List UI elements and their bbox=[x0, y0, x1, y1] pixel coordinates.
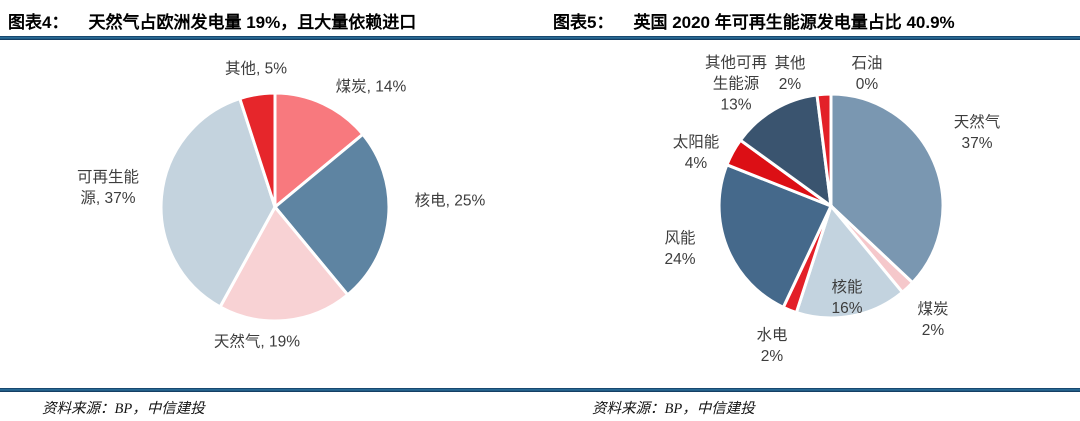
pie-slice-label: 太阳能 4% bbox=[672, 134, 720, 172]
pie-slice bbox=[272, 132, 391, 297]
pie-slice-label: 其他, 5% bbox=[224, 60, 288, 78]
pie-slice-label: 其他可再 生能源 13% bbox=[704, 54, 768, 114]
figure4-panel: 图表4： 天然气占欧洲发电量 19%，且大量依赖进口 煤炭, 14% 核电, 25%… bbox=[0, 8, 540, 417]
pie-slice-label: 核能 16% bbox=[831, 279, 863, 317]
pie-slice bbox=[829, 92, 945, 285]
source-note: 资料来源：BP，中信建投 bbox=[42, 401, 205, 417]
figure5-title: 图表5： 英国 2020 年可再生能源发电量占比 40.9% bbox=[553, 8, 1076, 33]
pie-slice-label: 天然气, 19% bbox=[213, 333, 301, 351]
pie-slice bbox=[218, 204, 350, 323]
figure4-title-text: 天然气占欧洲发电量 19%，且大量依赖进口 bbox=[88, 13, 417, 32]
pie-slice-label: 煤炭 2% bbox=[917, 301, 949, 339]
pie-slice bbox=[237, 91, 277, 208]
figure4-label: 图表4： bbox=[8, 13, 69, 32]
pie-slice-label: 其他 2% bbox=[774, 55, 806, 93]
pie-slice bbox=[738, 93, 833, 210]
pie-svg bbox=[159, 91, 391, 323]
pie-slice-label: 天然气 37% bbox=[953, 114, 1001, 152]
pie-slice bbox=[717, 162, 834, 310]
pie-slice-label: 核电, 25% bbox=[414, 192, 486, 210]
europe-generation-pie-chart: 煤炭, 14% 核电, 25% 天然气, 19% 可再生能 源, 37% 其他, 5% bbox=[76, 60, 486, 351]
figure5-panel: 图表5： 英国 2020 年可再生能源发电量占比 40.9% 石油 0% 天然气 37%… bbox=[540, 0, 1080, 421]
source-divider bbox=[540, 388, 1080, 392]
source-divider bbox=[0, 388, 540, 392]
pie-slice-label: 水电 2% bbox=[756, 327, 788, 365]
pie-slice bbox=[273, 91, 365, 211]
pie-slice-label: 风能 24% bbox=[664, 230, 696, 268]
pie-slice bbox=[815, 92, 833, 207]
figure5-title-text: 英国 2020 年可再生能源发电量占比 40.9% bbox=[633, 13, 955, 32]
source-note: 资料来源：BP，中信建投 bbox=[592, 401, 755, 417]
pie-slice bbox=[159, 96, 277, 309]
uk-generation-pie-chart: 石油 0% 天然气 37% 煤炭 2% 核能 16% 水电 2% 风能 24% 太阳能 4% 其他可再 生能源… bbox=[540, 0, 1080, 421]
pie-slice-label: 可再生能 源, 37% bbox=[76, 169, 140, 207]
figure4-title: 图表4： 天然气占欧洲发电量 19%，且大量依赖进口 bbox=[8, 8, 536, 33]
figure5-label: 图表5： bbox=[553, 13, 614, 32]
title-divider bbox=[0, 36, 540, 40]
pie-svg bbox=[717, 92, 945, 320]
title-divider bbox=[540, 36, 1080, 40]
pie-slice-label: 石油 0% bbox=[851, 55, 883, 93]
pie-slice-label: 煤炭, 14% bbox=[335, 78, 407, 96]
